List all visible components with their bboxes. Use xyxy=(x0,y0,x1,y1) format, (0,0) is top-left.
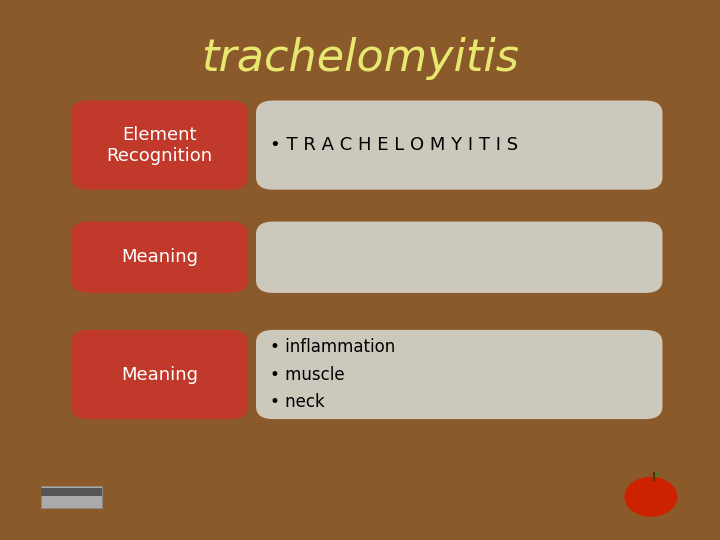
Text: trachelomyitis: trachelomyitis xyxy=(201,37,519,80)
FancyBboxPatch shape xyxy=(40,488,102,496)
FancyBboxPatch shape xyxy=(256,330,662,419)
Circle shape xyxy=(625,477,677,516)
Text: Meaning: Meaning xyxy=(121,248,198,266)
Text: • inflammation
• muscle
• neck: • inflammation • muscle • neck xyxy=(269,338,395,411)
FancyBboxPatch shape xyxy=(256,100,662,190)
FancyBboxPatch shape xyxy=(256,221,662,293)
Text: • T R A C H E L O M Y I T I S: • T R A C H E L O M Y I T I S xyxy=(269,136,518,154)
FancyBboxPatch shape xyxy=(71,330,248,419)
FancyBboxPatch shape xyxy=(71,100,248,190)
FancyBboxPatch shape xyxy=(40,485,102,508)
Text: Meaning: Meaning xyxy=(121,366,198,383)
FancyBboxPatch shape xyxy=(71,221,248,293)
Text: Element
Recognition: Element Recognition xyxy=(107,126,212,165)
